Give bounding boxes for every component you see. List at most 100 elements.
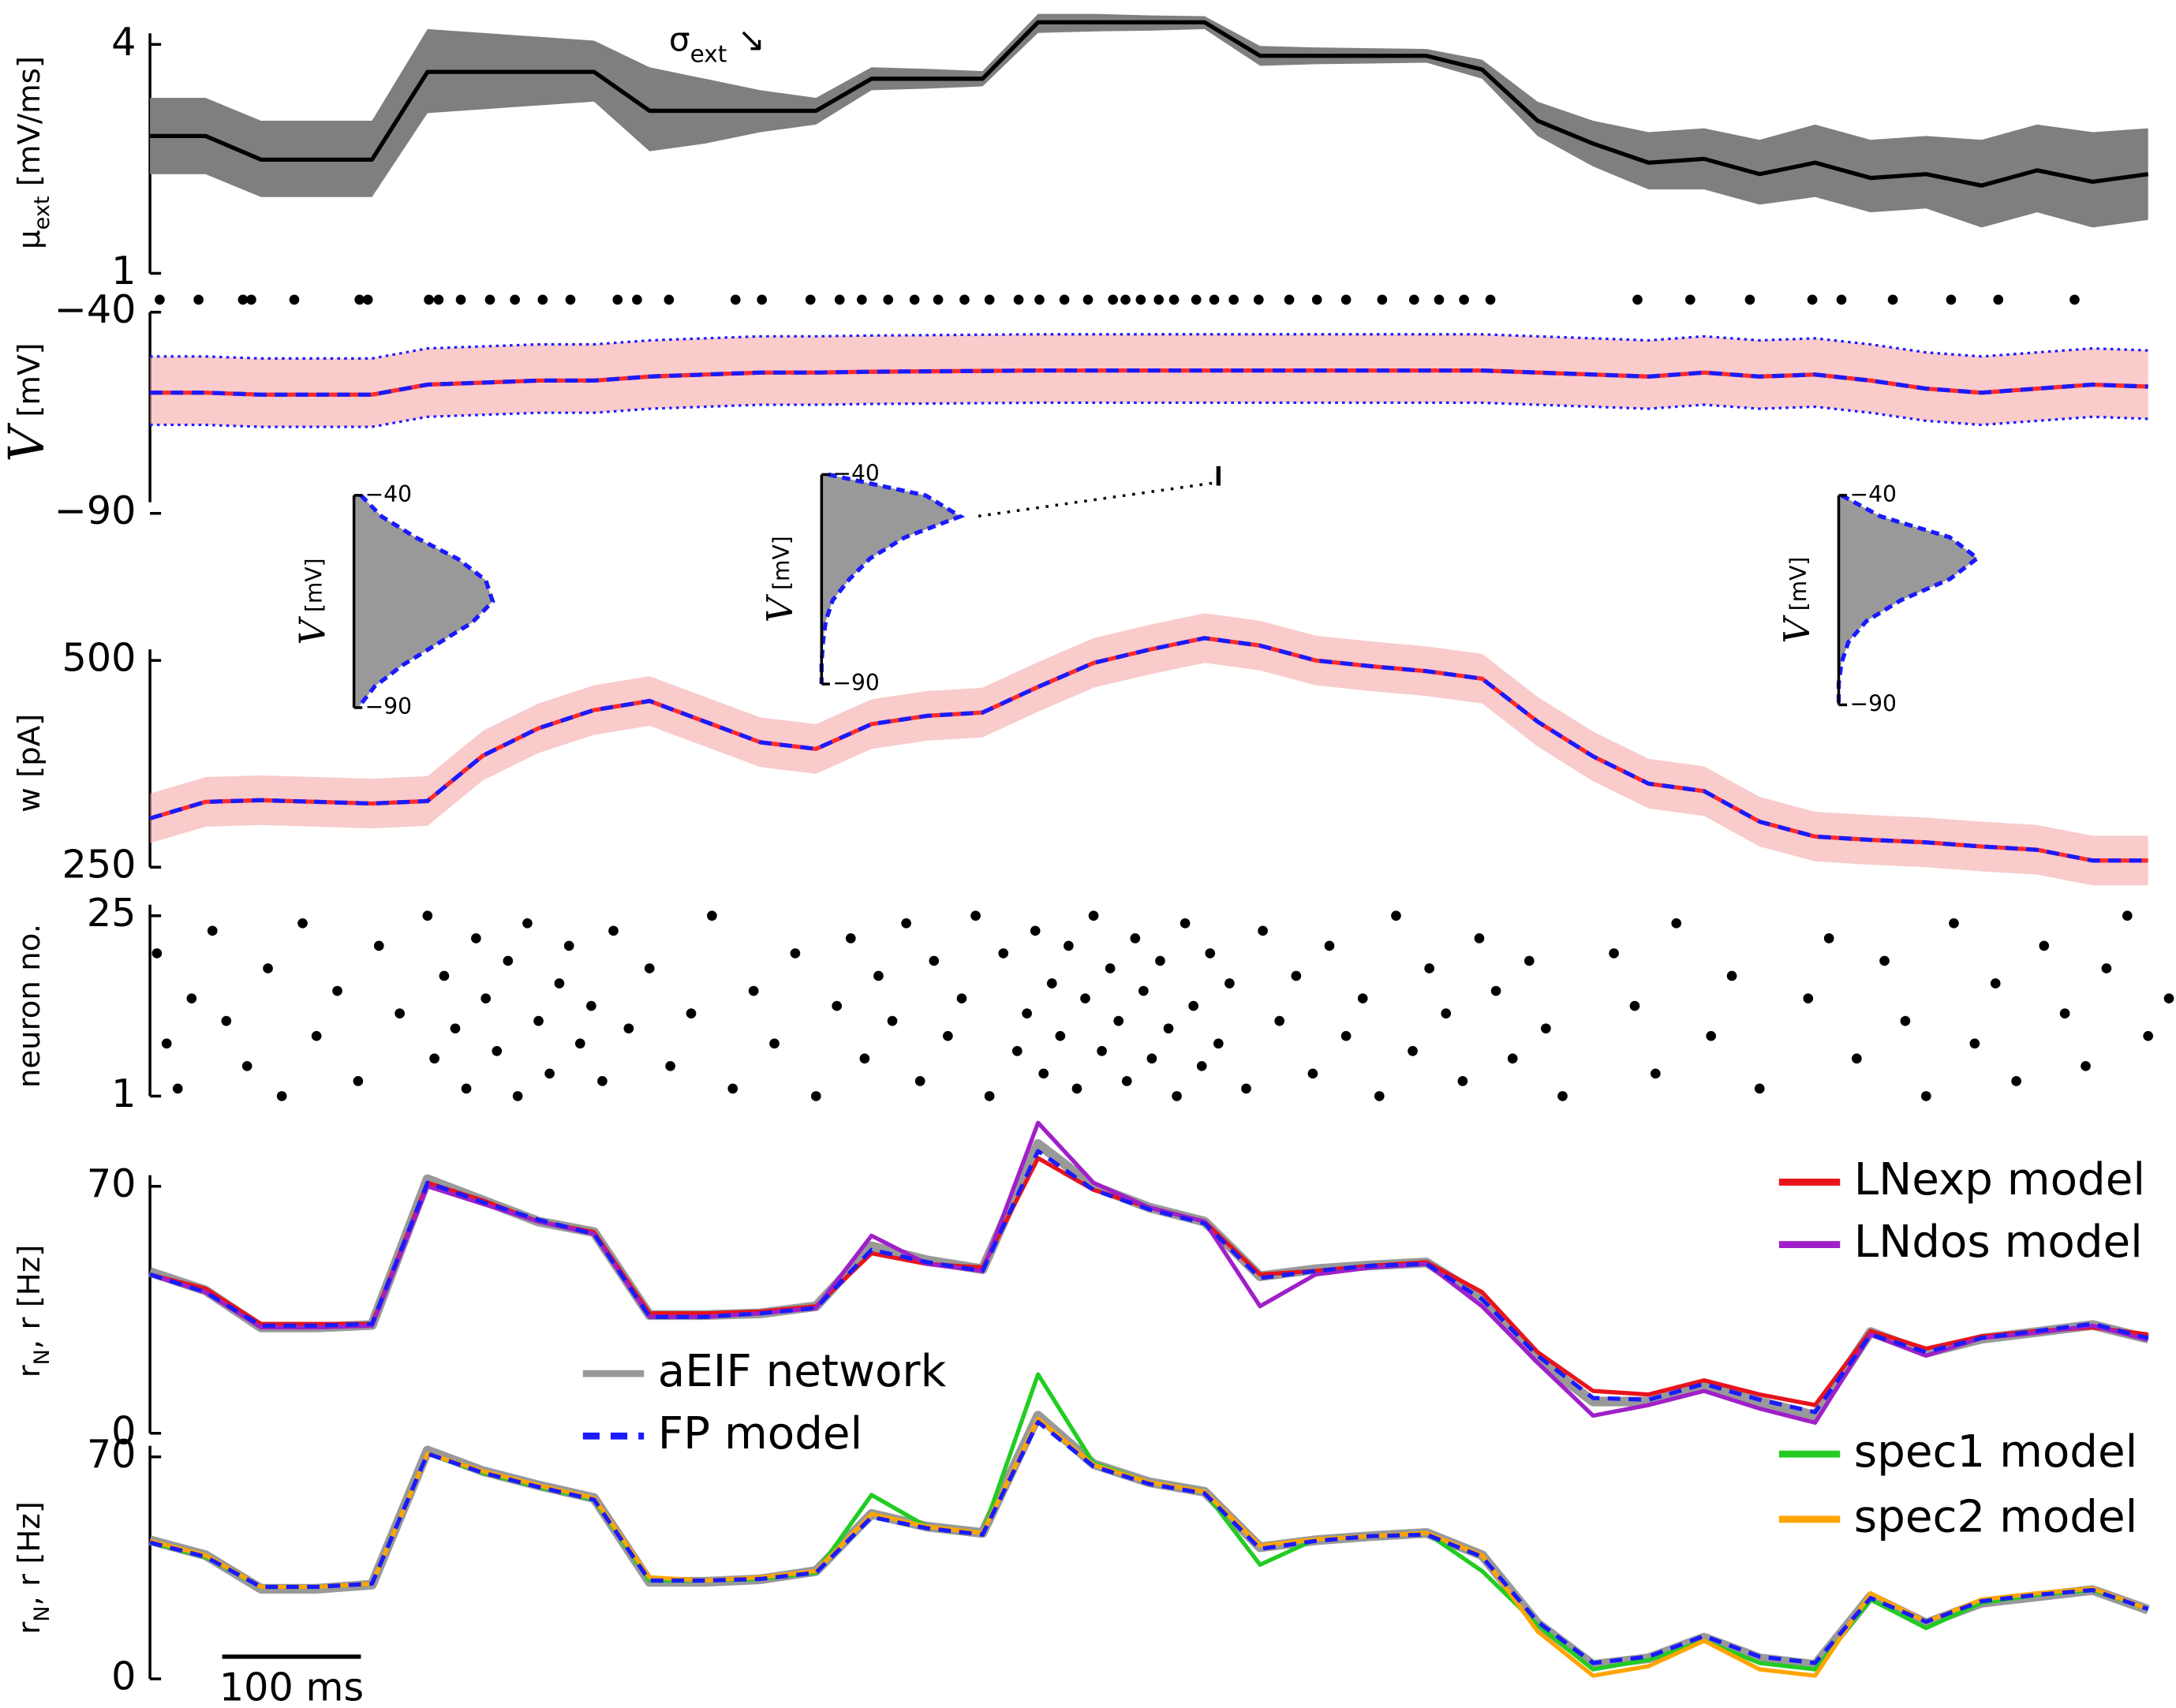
spike-marker (1684, 294, 1696, 305)
spike-dot (1055, 1030, 1066, 1041)
spike-dot (1121, 1076, 1132, 1086)
spike-dot (1180, 918, 1191, 929)
spike-marker (933, 294, 944, 305)
spike-dot (623, 1023, 634, 1033)
band (150, 13, 2148, 228)
y-axis-label: rN, r [Hz] (11, 1501, 54, 1635)
spike-dot (161, 1038, 172, 1049)
spike-marker (193, 294, 204, 305)
spike-dot (597, 1076, 608, 1086)
spike-dot (2163, 993, 2174, 1003)
spike-dot (1706, 1030, 1717, 1041)
spike-marker (1191, 294, 1202, 305)
spike-marker (1744, 294, 1755, 305)
spike-marker (1120, 294, 1131, 305)
spike-dot (665, 1060, 675, 1071)
label-part: neuron no. (11, 924, 47, 1088)
y-axis-label: rN, r [Hz] (11, 1245, 54, 1378)
y-axis-label: V [mV] (1776, 557, 1818, 644)
spike-marker (510, 294, 520, 305)
density-edge (819, 472, 966, 685)
y-tick-label: 500 (62, 635, 136, 681)
spike-marker (155, 294, 165, 305)
spike-marker (455, 294, 466, 305)
spike-dot (332, 985, 342, 996)
spike-dot (1557, 1091, 1568, 1101)
density-area (353, 495, 493, 708)
spike-marker (1887, 294, 1898, 305)
spike-dot (1920, 1091, 1931, 1101)
spike-dot (1803, 993, 1814, 1003)
spike-dot (998, 948, 1009, 959)
label-part: r (11, 1622, 47, 1635)
spike-dot (207, 925, 218, 936)
label-part: [mV] (11, 342, 47, 427)
spike-dot (1340, 1030, 1352, 1041)
y-tick-label: −40 (54, 286, 136, 332)
spike-dot (1391, 910, 1401, 921)
spike-marker (433, 294, 444, 305)
spike-marker (565, 294, 576, 305)
spike-dot (901, 918, 911, 929)
spike-dot (1205, 948, 1216, 959)
spike-dot (608, 925, 619, 936)
spike-marker (537, 294, 548, 305)
spike-dot (241, 1060, 252, 1071)
density-edge (1836, 493, 1981, 705)
spike-dot (554, 978, 565, 989)
legend-label: LNexp model (1854, 1154, 2145, 1205)
spike-dot (1097, 1045, 1107, 1056)
y-tick-label: 0 (111, 1654, 136, 1699)
spike-dot (1357, 993, 1368, 1003)
spike-marker (1946, 294, 1957, 305)
spike-marker (1807, 294, 1818, 305)
spike-marker (1284, 294, 1295, 305)
tick-label: −40 (1850, 481, 1897, 507)
spike-marker (362, 294, 373, 305)
spike-dot (686, 1008, 697, 1018)
spike-dot (1030, 925, 1041, 936)
spike-dot (790, 948, 801, 959)
y-axis-label: V [mV] (759, 536, 801, 622)
spike-dot (512, 1091, 523, 1101)
spike-dot (1038, 1068, 1049, 1079)
tick-label: −40 (365, 481, 412, 507)
spike-dot (887, 1015, 898, 1026)
spike-dot (221, 1015, 232, 1026)
density-area (821, 474, 961, 685)
spike-dot (311, 1030, 322, 1041)
spike-marker (1993, 294, 2004, 305)
spike-dot (970, 910, 981, 921)
spike-marker (834, 294, 845, 305)
tick-label: −90 (1850, 690, 1897, 716)
band-edge (150, 333, 2148, 360)
label-part: ext (30, 196, 54, 230)
legend-label: LNdos model (1854, 1217, 2143, 1268)
spike-dot (914, 1076, 925, 1086)
spike-marker (1253, 294, 1264, 305)
spike-dot (1507, 1053, 1518, 1064)
y-tick-label: 250 (62, 842, 136, 888)
line (150, 20, 2149, 188)
spike-dot (2059, 1008, 2070, 1018)
spike-dot (1990, 978, 2001, 989)
spike-dot (522, 918, 533, 929)
label-part: [Hz] (11, 1245, 47, 1317)
spike-dot (1900, 1015, 1911, 1026)
legend-label: aEIF network (658, 1346, 947, 1397)
y-tick-label: 25 (87, 890, 136, 936)
spike-dot (1969, 1038, 1980, 1049)
spike-dot (186, 993, 197, 1003)
spike-dot (1457, 1076, 1468, 1086)
spike-dot (1441, 1008, 1452, 1018)
scale-bar-label: 100 ms (219, 1665, 364, 1708)
label-part: V (1776, 615, 1818, 644)
spike-dot (1609, 948, 1619, 959)
spike-dot (2039, 940, 2050, 951)
spike-dot (503, 955, 514, 966)
y-axis-label: V [mV] (0, 342, 55, 462)
y-axis-label: neuron no. (11, 924, 47, 1088)
spike-dot (373, 940, 384, 951)
label-part: N (30, 1349, 54, 1365)
spike-dot (1146, 1053, 1157, 1064)
